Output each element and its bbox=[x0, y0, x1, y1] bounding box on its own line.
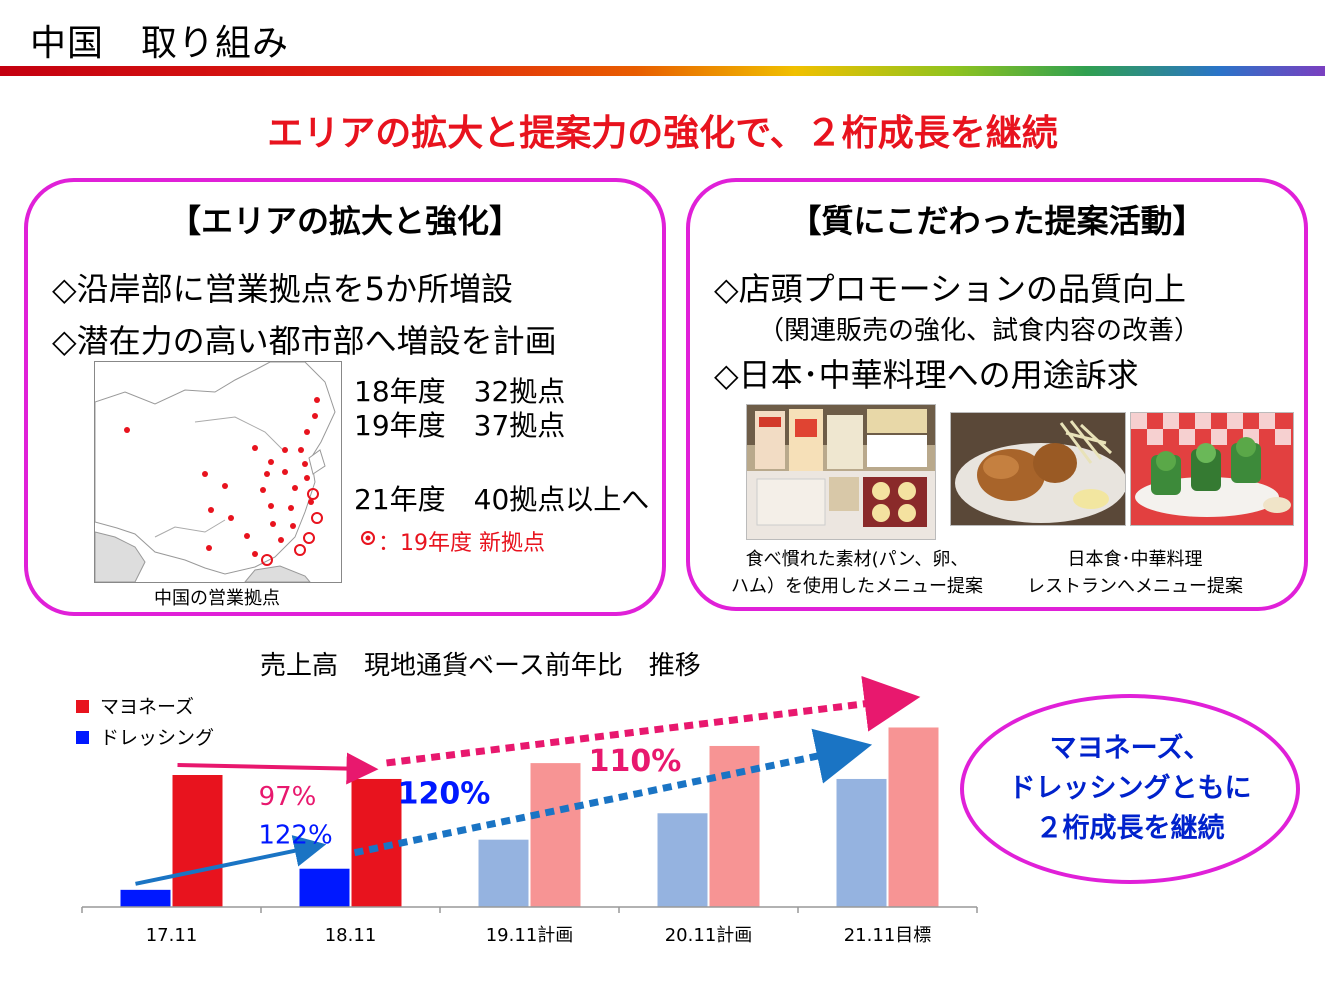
fried-chicken-photo bbox=[950, 412, 1126, 526]
proposal-bullet-2: ◇日本･中華料理への用途訴求 bbox=[714, 356, 1139, 394]
photo-caption-1-line2: ハム）を使用したメニュー提案 bbox=[731, 576, 983, 597]
sales-base-markers bbox=[124, 397, 320, 557]
new-base-legend-icon bbox=[360, 530, 376, 546]
mayo-actual-arrow bbox=[177, 752, 379, 785]
bar-dressing-3 bbox=[657, 813, 708, 907]
legend-swatch-mayo bbox=[76, 700, 89, 713]
growth-annotation-3: 120% bbox=[398, 777, 491, 812]
proposal-panel-title: 【質にこだわった提案活動】 bbox=[789, 202, 1205, 240]
map-caption: 中国の営業拠点 bbox=[154, 588, 280, 609]
china-map bbox=[94, 361, 342, 583]
photo-caption-1-line1: 食べ慣れた素材(パン、卵、 bbox=[745, 549, 969, 570]
bar-dressing-0 bbox=[120, 889, 171, 907]
new-base-markers bbox=[261, 488, 323, 566]
bar-mayo-3 bbox=[709, 745, 760, 907]
x-tick-label-4: 21.11目標 bbox=[844, 925, 932, 946]
area-bullet-1: ◇沿岸部に営業拠点を5か所増設 bbox=[52, 270, 513, 308]
proposal-bullet-1: ◇店頭プロモーションの品質向上 bbox=[714, 270, 1186, 308]
proposal-bullet-1-sub: （関連販売の強化、試食内容の改善） bbox=[758, 316, 1201, 346]
growth-annotation-1: 122% bbox=[258, 821, 332, 851]
mayo-trend-arrow bbox=[386, 675, 921, 767]
growth-annotation-0: 97% bbox=[259, 782, 317, 812]
growth-annotation-2: 110% bbox=[589, 744, 682, 779]
callout-line-1: マヨネーズ、 bbox=[1049, 733, 1211, 764]
bar-dressing-4 bbox=[836, 778, 887, 907]
store-promotion-photo bbox=[746, 404, 936, 540]
bar-mayo-0 bbox=[172, 775, 223, 907]
bar-mayo-1 bbox=[351, 778, 402, 907]
dressing-trend-arrow bbox=[353, 728, 873, 857]
area-panel-title: 【エリアの拡大と強化】 bbox=[168, 202, 521, 240]
x-tick-label-1: 18.11 bbox=[325, 925, 377, 946]
base-count-fy19: 19年度 37拠点 bbox=[354, 409, 566, 442]
growth-callout: マヨネーズ、 ドレッシングともに ２桁成長を継続 bbox=[960, 694, 1300, 884]
area-bullet-2: ◇潜在力の高い都市部へ増設を計画 bbox=[52, 322, 557, 360]
photo-caption-2: 日本食･中華料理 レストランへメニュー提案 bbox=[1010, 546, 1260, 600]
photo-caption-2-line2: レストランへメニュー提案 bbox=[1027, 576, 1243, 597]
bar-dressing-1 bbox=[299, 868, 350, 907]
legend-swatch-dressing bbox=[76, 731, 89, 744]
legend-label-dressing: ドレッシング bbox=[100, 727, 215, 749]
legend-label-mayo: マヨネーズ bbox=[100, 696, 195, 718]
x-tick-label-3: 20.11計画 bbox=[665, 925, 753, 946]
new-base-legend-text: ：19年度 新拠点 bbox=[378, 531, 545, 556]
callout-line-2: ドレッシングともに bbox=[1008, 773, 1252, 804]
base-count-fy21: 21年度 40拠点以上へ bbox=[354, 483, 650, 516]
photo-caption-1: 食べ慣れた素材(パン、卵、 ハム）を使用したメニュー提案 bbox=[722, 546, 992, 600]
sales-growth-chart: 17.11 18.11 19.11計画 20.11計画 21.11目標 97% 122% 1… bbox=[81, 675, 978, 946]
dressing-actual-arrow bbox=[135, 835, 327, 886]
photo-caption-2-line1: 日本食･中華料理 bbox=[1067, 549, 1203, 570]
title-divider-bar bbox=[0, 66, 1325, 76]
x-tick-label-2: 19.11計画 bbox=[486, 925, 574, 946]
salad-dish-photo bbox=[1130, 412, 1294, 526]
bar-dressing-2 bbox=[478, 839, 529, 907]
bar-mayo-4 bbox=[888, 727, 939, 907]
x-tick-label-0: 17.11 bbox=[146, 925, 198, 946]
headline: エリアの拡大と提案力の強化で、２桁成長を継続 bbox=[267, 113, 1058, 154]
slide-title: 中国 取り組み bbox=[30, 23, 290, 64]
bar-mayo-2 bbox=[530, 763, 581, 907]
callout-line-3: ２桁成長を継続 bbox=[1035, 813, 1225, 844]
chart-title: 売上高 現地通貨ベース前年比 推移 bbox=[260, 651, 701, 681]
base-count-fy18: 18年度 32拠点 bbox=[354, 375, 566, 408]
